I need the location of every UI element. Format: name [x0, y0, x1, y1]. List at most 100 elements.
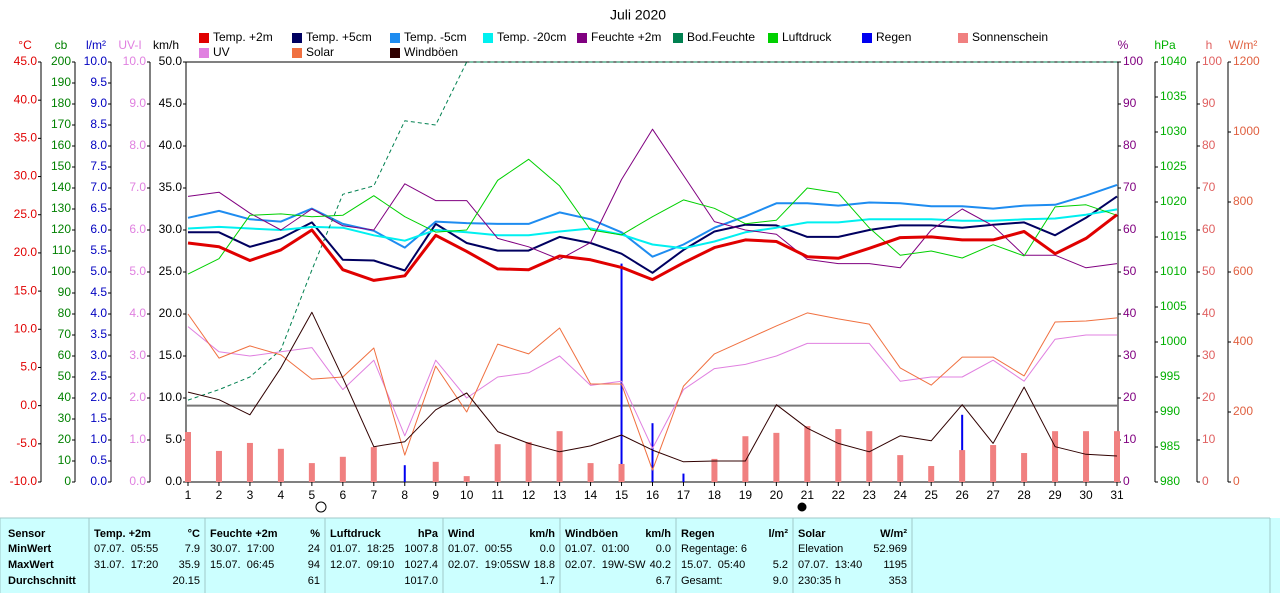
- bar: [246, 442, 253, 482]
- tick-label: 160: [51, 138, 71, 152]
- x-tick-label: 17: [677, 488, 691, 502]
- tick-label: 600: [1233, 264, 1253, 278]
- cell-right: 1007.8: [404, 543, 438, 555]
- cell-left: 01.07. 00:55: [448, 543, 512, 555]
- column-title: Luftdruck: [330, 528, 382, 540]
- legend-swatch: [577, 33, 587, 43]
- tick-label: 120: [51, 222, 71, 236]
- legend-label: Temp. -5cm: [404, 30, 467, 44]
- cell-right: 61: [308, 575, 320, 587]
- tick-label: 170: [51, 117, 71, 131]
- legend-label: UV: [213, 45, 230, 59]
- tick-label: 15.0: [159, 348, 183, 362]
- tick-label: 1040: [1160, 54, 1187, 68]
- x-tick-label: 28: [1017, 488, 1031, 502]
- tick-label: 7.5: [90, 159, 107, 173]
- legend-swatch: [862, 33, 872, 43]
- tick-label: 20.0: [14, 245, 38, 259]
- bar: [587, 463, 594, 482]
- tick-label: 0.0: [90, 474, 107, 488]
- series-line: [187, 208, 1118, 250]
- bar: [711, 458, 718, 482]
- tick-label: 0: [1202, 474, 1209, 488]
- cell-right: 18.8: [534, 559, 555, 571]
- series-line: [187, 61, 1117, 401]
- tick-label: 1035: [1160, 89, 1187, 103]
- cell-left: 07.07. 05:55: [94, 543, 158, 555]
- tick-label: 5.0: [20, 360, 37, 374]
- x-tick-label: 22: [832, 488, 846, 502]
- tick-label: 40.0: [14, 92, 38, 106]
- tick-label: 40: [1202, 306, 1216, 320]
- column-unit: hPa: [418, 528, 439, 540]
- bar: [370, 447, 377, 482]
- tick-label: 130: [51, 201, 71, 215]
- tick-label: 30.0: [159, 222, 183, 236]
- tick-label: 6.0: [90, 222, 107, 236]
- tick-label: 5.5: [90, 243, 107, 257]
- x-tick-label: 20: [770, 488, 784, 502]
- tick-label: 200: [51, 54, 71, 68]
- tick-label: 45.0: [159, 96, 183, 110]
- tick-label: 995: [1160, 369, 1180, 383]
- tick-label: 10: [58, 453, 72, 467]
- tick-label: 60: [1123, 222, 1137, 236]
- bar: [556, 431, 563, 482]
- x-tick-label: 16: [646, 488, 660, 502]
- tick-label: 50: [1202, 264, 1216, 278]
- tick-label: 6.0: [129, 222, 146, 236]
- tick-label: 30: [58, 411, 72, 425]
- legend-swatch: [673, 33, 683, 43]
- tick-label: 30: [1202, 348, 1216, 362]
- tick-label: 985: [1160, 439, 1180, 453]
- cell-right: 6.7: [656, 575, 671, 587]
- tick-label: 100: [51, 264, 71, 278]
- tick-label: 8.0: [129, 138, 146, 152]
- cell-right: 1.7: [540, 575, 555, 587]
- tick-label: 4.0: [129, 306, 146, 320]
- tick-label: 0.0: [129, 474, 146, 488]
- axis-unit: °C: [18, 38, 32, 52]
- bar: [990, 445, 997, 482]
- tick-label: 50: [58, 369, 72, 383]
- cell-right: 35.9: [179, 559, 200, 571]
- tick-label: 10.0: [84, 54, 108, 68]
- tick-label: 1000: [1233, 124, 1260, 138]
- tick-label: 30: [1123, 348, 1137, 362]
- x-tick-label: 30: [1079, 488, 1093, 502]
- tick-label: 40: [1123, 306, 1137, 320]
- x-tick-label: 3: [247, 488, 254, 502]
- column-title: Regen: [681, 528, 715, 540]
- axis-unit: hPa: [1154, 38, 1176, 52]
- tick-label: 40.0: [159, 138, 183, 152]
- tick-label: 9.5: [90, 75, 107, 89]
- tick-label: 25.0: [14, 207, 38, 221]
- tick-label: 50: [1123, 264, 1137, 278]
- tick-label: 3.5: [90, 327, 107, 341]
- stats-background: [0, 518, 1280, 593]
- x-tick-label: 2: [216, 488, 223, 502]
- tick-label: 1.0: [129, 432, 146, 446]
- cell-right: 0.0: [656, 543, 671, 555]
- cell-right: 20.15: [172, 575, 200, 587]
- cell-left: 31.07. 17:20: [94, 559, 158, 571]
- x-tick-label: 27: [986, 488, 1000, 502]
- tick-label: 1000: [1160, 334, 1187, 348]
- tick-label: 2.0: [90, 390, 107, 404]
- cell-left: 01.07. 18:25: [330, 543, 394, 555]
- tick-label: 4.0: [90, 306, 107, 320]
- x-tick-label: 9: [432, 488, 439, 502]
- tick-label: 90: [1202, 96, 1216, 110]
- tick-label: 9.0: [129, 96, 146, 110]
- x-tick-label: 19: [739, 488, 753, 502]
- x-tick-label: 26: [955, 488, 969, 502]
- tick-label: 110: [52, 243, 71, 257]
- cell-left: Regentage: 6: [681, 543, 747, 555]
- x-tick-label: 1: [185, 488, 192, 502]
- cell-right: 1017.0: [404, 575, 438, 587]
- legend-swatch: [199, 48, 209, 58]
- cell-left: 230:35 h: [798, 575, 841, 587]
- cell-right: 1027.4: [404, 559, 438, 571]
